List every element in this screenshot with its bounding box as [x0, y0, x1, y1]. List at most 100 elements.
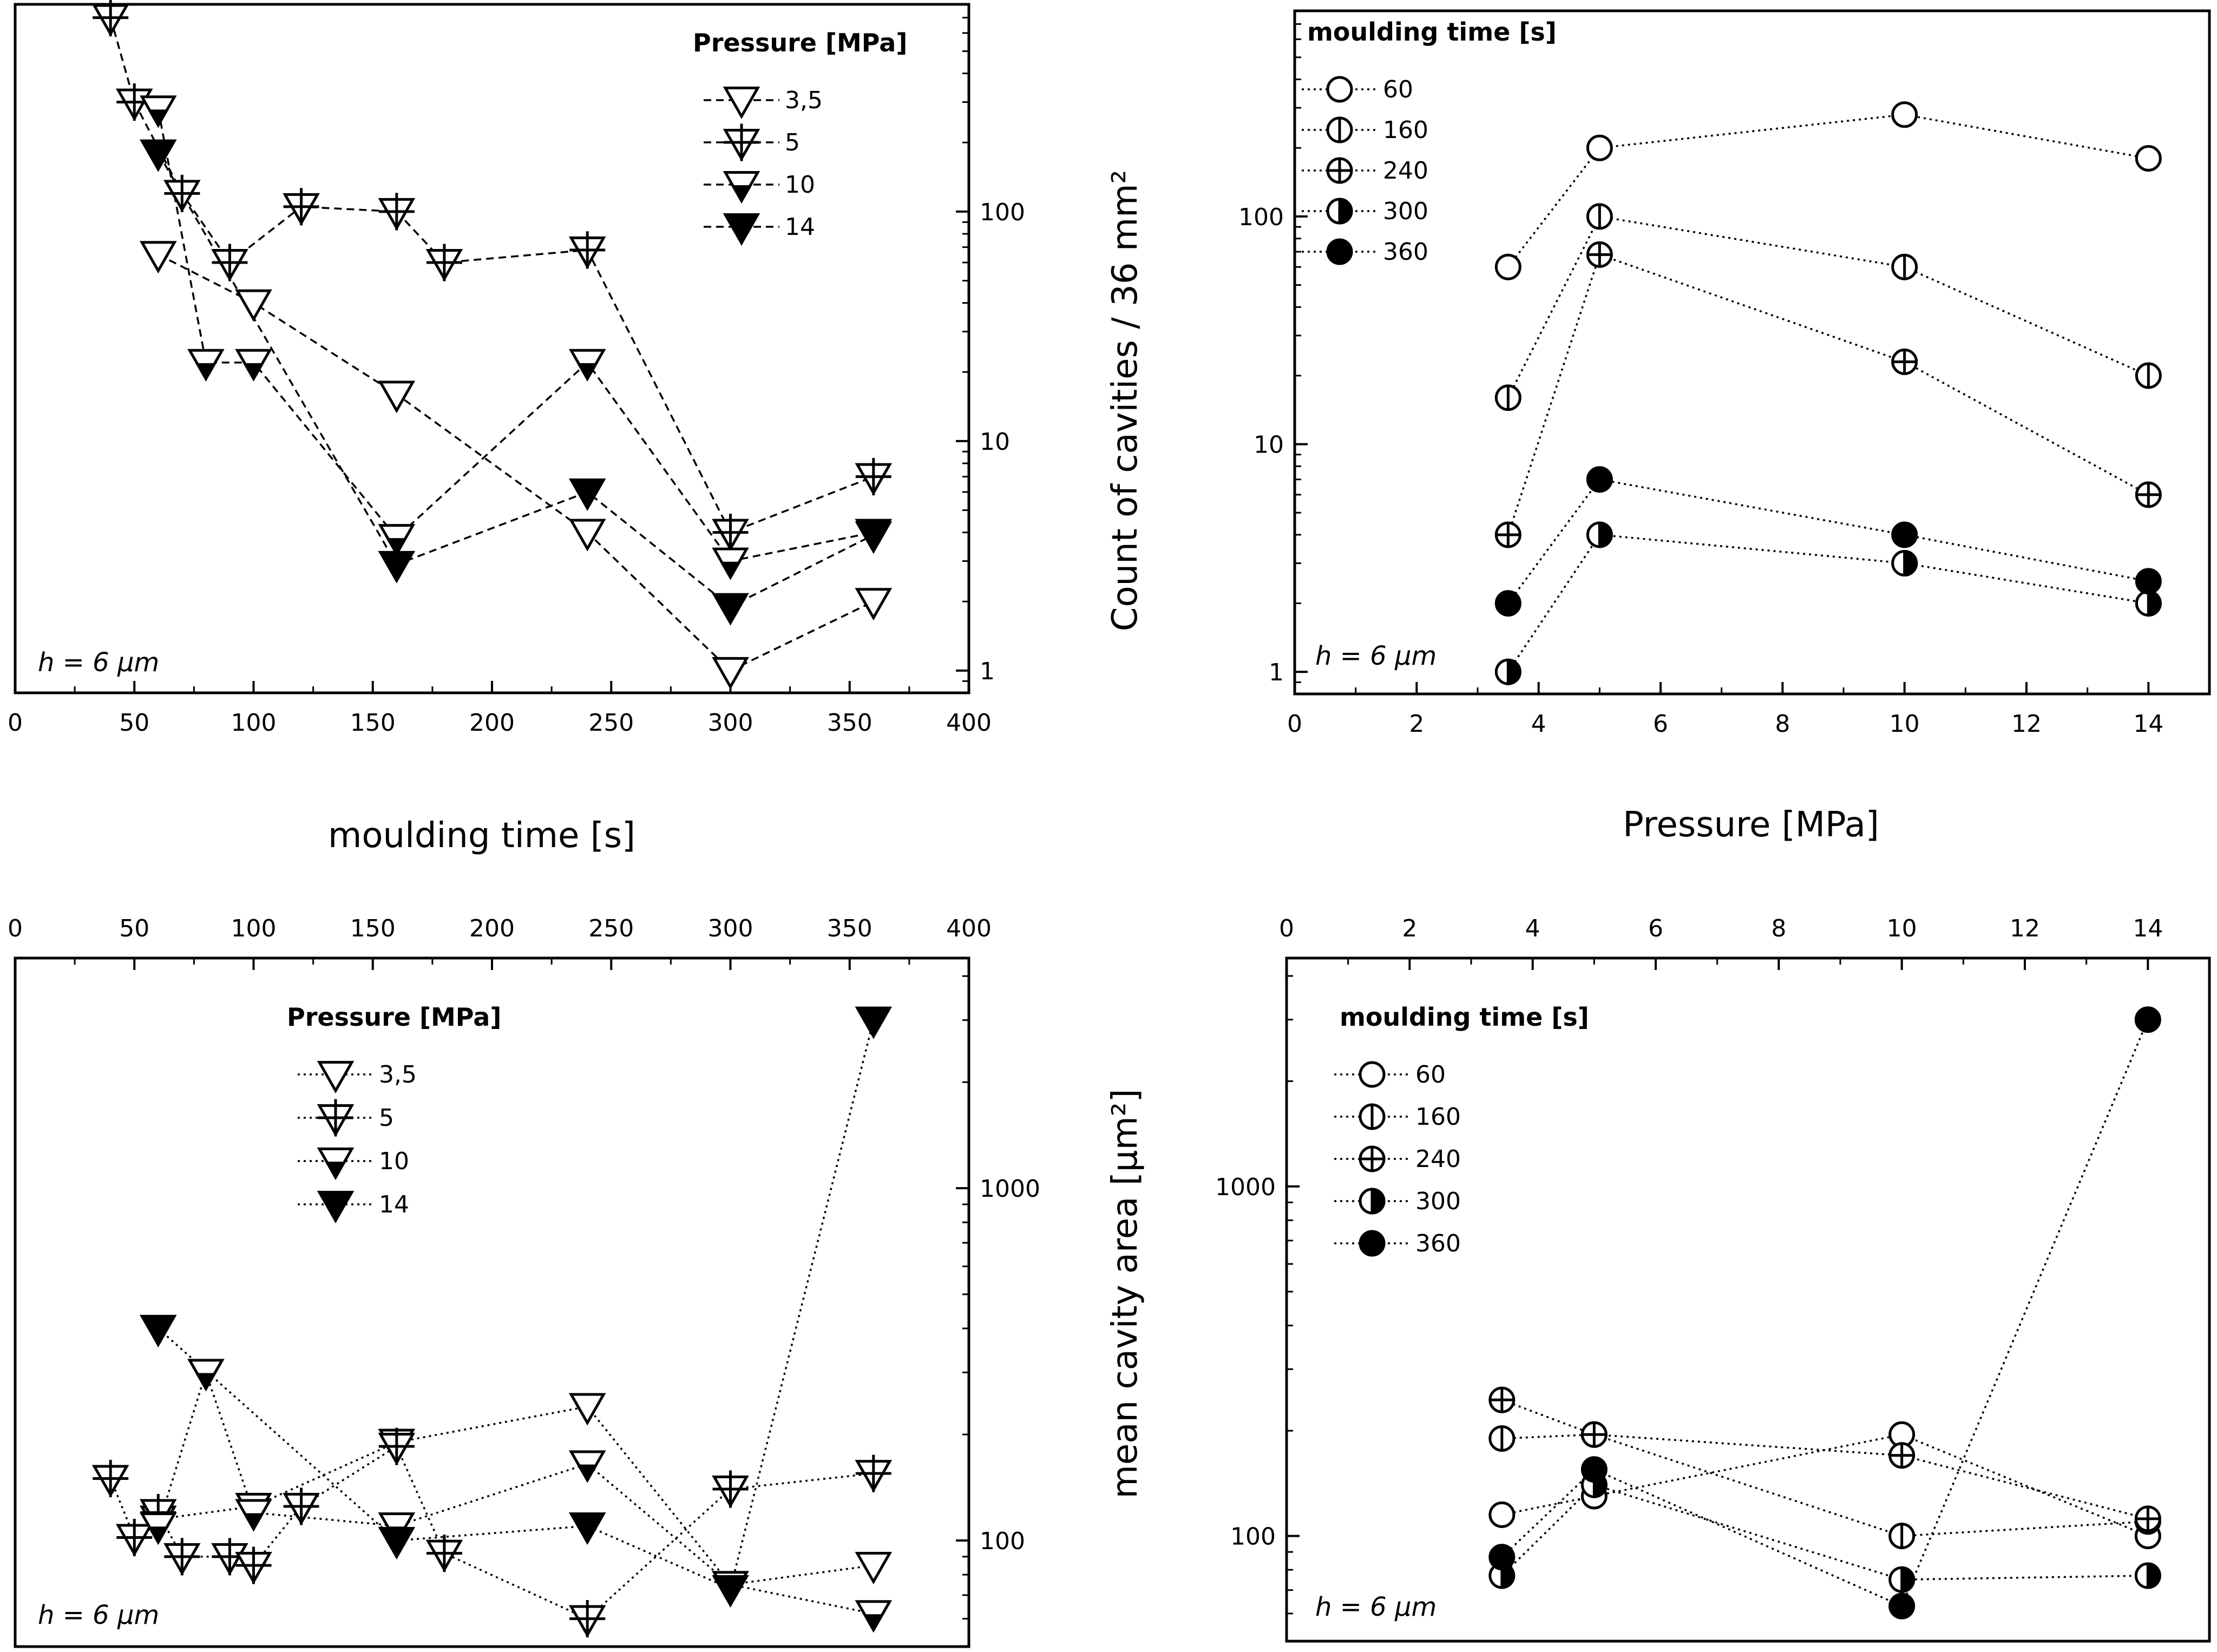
- legend-title: Pressure [MPa]: [287, 1002, 501, 1032]
- data-point-160: [1488, 1425, 1516, 1452]
- x-tick-label: 0: [1279, 915, 1294, 942]
- data-point-10: [568, 1450, 606, 1483]
- legend-marker: [1326, 76, 1353, 103]
- legend-marker: [1359, 1061, 1386, 1088]
- chart-top-right: 0 2 4 6 8 10 12 14 1 10 100 moulding time [s] 60 160 2…: [1238, 9, 2211, 738]
- x-tick-label: 4: [1525, 915, 1540, 942]
- series-line-240: [1507, 253, 2149, 535]
- data-point-360: [1580, 1456, 1608, 1483]
- x-tick-label: 10: [1887, 915, 1917, 942]
- data-point-5: [425, 244, 463, 282]
- x-tick-label: 300: [708, 709, 753, 737]
- legend-marker: [723, 213, 760, 246]
- data-point-10: [712, 547, 749, 580]
- series-line-160: [1507, 215, 2149, 398]
- x-tick-label: 350: [827, 915, 873, 942]
- x-tick-label: 100: [231, 915, 277, 942]
- data-point-60: [1891, 101, 1918, 128]
- legend-marker: [1359, 1145, 1386, 1172]
- data-point-10: [568, 349, 606, 382]
- data-point-5: [283, 188, 320, 226]
- legend-marker: [1359, 1103, 1386, 1130]
- annotation-h: h = 6 µm: [1315, 1592, 1437, 1622]
- x-tick-label: 6: [1653, 710, 1668, 738]
- legend-label: 60: [1383, 76, 1413, 103]
- data-point-10: [855, 1600, 893, 1633]
- plot-frame: [1293, 9, 2211, 696]
- data-point-360: [1494, 590, 1521, 617]
- series-line-5: [109, 1445, 874, 1620]
- data-point-160: [1888, 1523, 1916, 1550]
- legend-label: 5: [379, 1104, 394, 1132]
- data-point-360: [1888, 1592, 1916, 1620]
- data-point-10: [139, 95, 177, 128]
- legend-label: 300: [1415, 1188, 1461, 1215]
- data-point-240: [1586, 241, 1613, 268]
- legend-marker: [1359, 1230, 1386, 1257]
- xlabel-pressure: Pressure [MPa]: [1623, 805, 1879, 845]
- data-point-300: [1494, 658, 1521, 685]
- data-point-60: [1494, 253, 1521, 280]
- legend-label: 360: [1415, 1230, 1461, 1257]
- data-point-14: [855, 521, 893, 554]
- x-tick-label: 6: [1648, 915, 1663, 942]
- chart-bottom-right: 0 2 4 6 8 10 12 14 100 1000 moulding time [s] 60 160…: [1215, 915, 2211, 1643]
- legend-marker: [723, 87, 760, 120]
- data-point-5: [91, 0, 129, 37]
- x-tick-label: 350: [827, 709, 873, 737]
- legend-title: moulding time [s]: [1340, 1002, 1589, 1032]
- y-tick-label: 10: [980, 428, 1010, 456]
- data-point-10: [235, 1499, 272, 1532]
- y-tick-label: 1: [980, 658, 995, 685]
- data-point-60: [2135, 145, 2162, 172]
- x-tick-label: 14: [2133, 710, 2163, 738]
- data-point-5: [568, 1599, 606, 1638]
- data-point-5: [91, 1459, 129, 1498]
- chart-top-left: 0 50 100 150 200 250 300 350 400 1 10 100 Pressure […: [8, 0, 1025, 737]
- legend-marker: [317, 1099, 355, 1137]
- x-tick-label: 2: [1409, 710, 1424, 738]
- y-tick-label: 1000: [980, 1175, 1040, 1203]
- data-point-3-5: [235, 289, 272, 322]
- data-point-240: [1891, 348, 1918, 375]
- series-line-60: [1501, 1433, 2148, 1537]
- legend-marker: [317, 1191, 355, 1224]
- legend-marker: [317, 1148, 355, 1181]
- x-tick-label: 14: [2133, 915, 2163, 942]
- data-point-10: [187, 1359, 225, 1392]
- legend-marker: [1326, 198, 1353, 225]
- data-point-14: [378, 1527, 416, 1560]
- data-point-300: [1586, 521, 1613, 548]
- legend-label: 5: [785, 129, 800, 156]
- data-point-5: [855, 458, 893, 496]
- legend-label: 14: [785, 213, 815, 241]
- data-point-14: [139, 1315, 177, 1348]
- y-tick-label: 100: [1238, 204, 1284, 231]
- legend-label: 10: [785, 171, 815, 199]
- ylabel-area: mean cavity area [µm²]: [1105, 1089, 1145, 1499]
- x-tick-label: 8: [1771, 915, 1786, 942]
- annotation-h: h = 6 µm: [38, 1600, 159, 1630]
- data-point-240: [1888, 1442, 1916, 1469]
- x-tick-label: 2: [1402, 915, 1417, 942]
- data-point-5: [568, 231, 606, 269]
- plot-frame: [1285, 956, 2211, 1643]
- xlabel-moulding-time: moulding time [s]: [328, 816, 635, 856]
- data-point-5: [115, 1518, 153, 1557]
- data-point-5: [425, 1535, 463, 1572]
- data-point-14: [568, 478, 606, 512]
- x-tick-label: 50: [119, 709, 149, 737]
- data-point-360: [2135, 568, 2162, 595]
- data-point-160: [1494, 384, 1521, 411]
- x-tick-label: 250: [588, 915, 634, 942]
- annotation-h: h = 6 µm: [1315, 641, 1437, 671]
- data-point-10: [378, 524, 416, 557]
- legend-label: 10: [379, 1148, 409, 1175]
- data-point-60: [1586, 134, 1613, 161]
- x-tick-label: 12: [2011, 710, 2042, 738]
- data-point-360: [1891, 521, 1918, 548]
- x-tick-label: 8: [1775, 710, 1790, 738]
- data-point-160: [1586, 203, 1613, 230]
- data-point-5: [235, 1546, 272, 1585]
